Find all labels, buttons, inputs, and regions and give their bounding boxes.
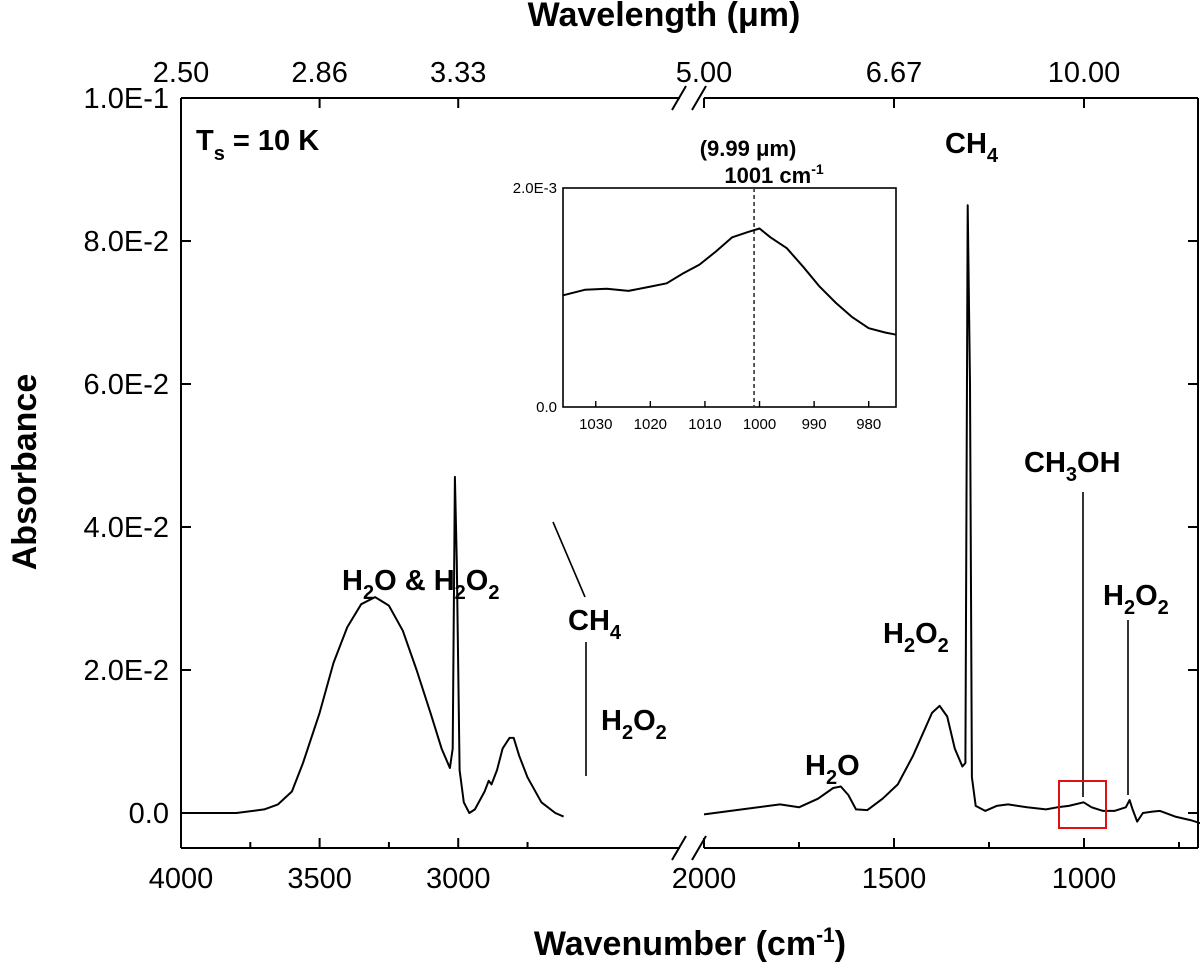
inset-chart: (9.99 μm) 1001 cm-1 1030 1020 1010 1000 990 9… [513, 136, 897, 433]
top-tick-label: 3.33 [430, 57, 486, 89]
y-axis-ticks: 0.0 2.0E-2 4.0E-2 6.0E-2 8.0E-2 1.0E-1 [84, 83, 1198, 830]
x-axis-ticks: 4000 3500 3000 2000 1500 1000 [149, 838, 1180, 895]
top-tick-label: 5.00 [676, 57, 732, 89]
top-tick-label: 10.00 [1048, 57, 1121, 89]
annotation-ch4-3000: CH4 [568, 605, 622, 644]
inset-y-tick-label: 0.0 [536, 399, 557, 416]
inset-highlight-box [1058, 780, 1107, 829]
inset-x-tick-label: 1020 [634, 416, 667, 433]
annotation-h2o-h2o2: H2O & H2O2 [342, 565, 499, 604]
x-axis-title: Wavenumber (cm-1) [534, 924, 846, 963]
x-tick-label: 1000 [1052, 863, 1117, 895]
inset-x-tick-label: 1000 [743, 416, 776, 433]
spectrum-line-2 [703, 204, 1200, 825]
x-tick-label: 1500 [862, 863, 927, 895]
top-axis-ticks: 2.50 2.86 3.33 5.00 6.67 10.00 [153, 57, 1121, 108]
annotation-h2o-1650: H2O [805, 750, 860, 789]
top-axis-title: Wavelength (μm) [528, 0, 801, 34]
annotation-h2o2-2800: H2O2 [601, 705, 667, 744]
y-tick-label: 8.0E-2 [84, 226, 169, 258]
y-tick-label: 2.0E-2 [84, 655, 169, 687]
spectrum-line-1 [181, 475, 564, 818]
inset-x-tick-label: 1010 [688, 416, 721, 433]
inset-wavenumber-label: 1001 cm-1 [724, 161, 824, 188]
inset-x-tick-label: 1030 [579, 416, 612, 433]
annotation-ch4-1306: CH4 [945, 128, 999, 167]
y-tick-label: 4.0E-2 [84, 512, 169, 544]
inset-series [562, 188, 897, 407]
top-tick-label: 2.50 [153, 57, 209, 89]
inset-frame [562, 187, 897, 408]
y-tick-label: 6.0E-2 [84, 369, 169, 401]
y-tick-label: 0.0 [129, 798, 169, 830]
x-tick-label: 3000 [426, 863, 491, 895]
x-tick-label: 4000 [149, 863, 214, 895]
temperature-label: Ts = 10 K [196, 125, 319, 165]
annotation-h2o2-1380: H2O2 [883, 618, 949, 657]
x-tick-label: 3500 [287, 863, 352, 895]
inset-y-tick-label: 2.0E-3 [513, 180, 557, 197]
top-tick-label: 2.86 [291, 57, 347, 89]
plot-frame [180, 97, 1199, 849]
inset-wavelength-label: (9.99 μm) [700, 136, 797, 161]
annotation-ch3oh: CH3OH [1024, 447, 1121, 486]
inset-x-tick-label: 980 [856, 416, 881, 433]
annotation-leaders [552, 492, 1129, 797]
inset-x-tick-label: 990 [802, 416, 827, 433]
inset-ticks: 1030 1020 1010 1000 990 980 0.0 2.0E-3 [513, 180, 881, 433]
top-tick-label: 6.67 [866, 57, 922, 89]
spectrum-series [181, 204, 1200, 825]
x-tick-label: 2000 [672, 863, 737, 895]
inset-line [562, 227, 897, 336]
y-tick-label: 1.0E-1 [84, 83, 169, 115]
y-axis-title: Absorbance [6, 374, 44, 571]
annotation-h2o2-880: H2O2 [1103, 580, 1169, 619]
